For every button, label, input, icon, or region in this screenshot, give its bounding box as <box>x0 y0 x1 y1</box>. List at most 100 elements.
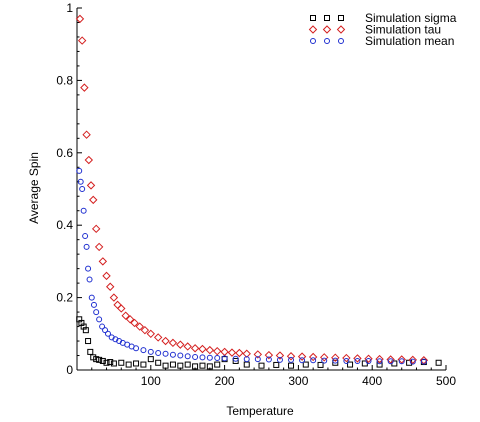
data-point <box>169 351 176 358</box>
legend-label: Simulation tau <box>365 23 441 37</box>
data-point <box>227 348 237 357</box>
data-point <box>117 304 126 313</box>
data-point <box>243 356 250 363</box>
legend-marker <box>322 25 332 34</box>
legend-marker <box>336 25 346 34</box>
legend-marker <box>338 15 344 21</box>
data-point <box>353 354 362 363</box>
data-point <box>376 358 383 365</box>
data-point <box>91 224 101 234</box>
data-point <box>76 167 83 174</box>
data-point <box>80 207 87 214</box>
data-point <box>109 293 119 302</box>
data-point <box>146 329 156 339</box>
data-point <box>332 359 339 366</box>
data-point <box>253 350 263 359</box>
data-point <box>85 265 92 272</box>
data-point <box>84 155 94 165</box>
data-point <box>99 323 106 330</box>
data-point <box>265 356 272 363</box>
data-point <box>317 361 324 368</box>
data-point <box>320 353 329 362</box>
x-tick-label: 400 <box>362 374 382 388</box>
data-point <box>206 354 213 361</box>
data-point <box>242 349 251 358</box>
data-point <box>375 354 384 364</box>
data-point <box>276 356 283 363</box>
data-point <box>364 354 373 363</box>
data-point <box>177 362 184 369</box>
legend-label: Simulation sigma <box>365 11 457 25</box>
data-point <box>286 352 296 361</box>
data-point <box>205 345 215 355</box>
data-point <box>258 362 265 369</box>
data-point <box>190 344 200 353</box>
data-point <box>80 83 89 92</box>
x-tick-label: 500 <box>436 374 456 388</box>
data-point <box>169 361 176 368</box>
data-point <box>214 361 221 368</box>
legend-entry: Simulation sigma <box>310 11 457 25</box>
data-point <box>113 300 122 310</box>
data-point <box>121 311 130 320</box>
x-tick-label: 100 <box>141 374 161 388</box>
y-tick-label: 0.6 <box>56 146 73 160</box>
data-point <box>88 294 95 301</box>
axes: 100 200 300 400 500 0 0.2 0.4 0.6 0.8 1 <box>56 1 456 388</box>
data-point <box>199 354 206 361</box>
data-point <box>332 357 339 364</box>
data-point <box>213 346 222 356</box>
data-point <box>354 357 361 364</box>
data-point <box>288 356 295 363</box>
y-tick-label: 0.4 <box>56 218 73 232</box>
data-point <box>87 348 94 355</box>
data-point <box>232 357 239 364</box>
data-point <box>86 181 96 190</box>
data-point <box>133 360 140 367</box>
data-point <box>176 340 185 349</box>
data-point <box>347 361 354 368</box>
data-point <box>162 362 169 369</box>
y-tick-label: 1 <box>66 1 73 15</box>
data-point <box>82 130 91 139</box>
legend-marker <box>338 38 344 44</box>
data-point <box>140 361 147 368</box>
data-point <box>155 359 162 366</box>
data-point <box>343 357 350 364</box>
data-point <box>408 355 417 365</box>
series-diamond <box>75 14 429 365</box>
data-point <box>275 351 285 360</box>
data-point <box>89 195 98 205</box>
data-point <box>183 342 192 351</box>
data-point <box>184 361 191 368</box>
data-point <box>135 322 144 331</box>
data-point <box>321 357 328 364</box>
data-point <box>107 359 114 366</box>
data-point <box>398 358 405 365</box>
series-layer <box>75 14 442 370</box>
data-point <box>94 242 104 252</box>
data-point <box>153 333 163 342</box>
data-point <box>82 327 89 334</box>
data-point <box>198 344 207 354</box>
legend-marker <box>308 25 318 34</box>
data-point <box>106 282 115 291</box>
data-point <box>118 359 125 366</box>
data-point <box>254 356 261 363</box>
legend-entry: Simulation mean <box>310 34 454 48</box>
data-point <box>220 347 229 357</box>
data-point <box>365 357 372 364</box>
data-point <box>155 349 162 356</box>
data-point <box>221 355 228 362</box>
data-point <box>192 353 199 360</box>
data-point <box>297 352 307 361</box>
data-point <box>125 361 132 368</box>
data-point <box>104 330 111 337</box>
data-point <box>192 363 199 370</box>
data-point <box>130 318 139 328</box>
data-point <box>96 356 103 363</box>
x-tick-label: 200 <box>215 374 235 388</box>
data-point <box>184 353 191 360</box>
